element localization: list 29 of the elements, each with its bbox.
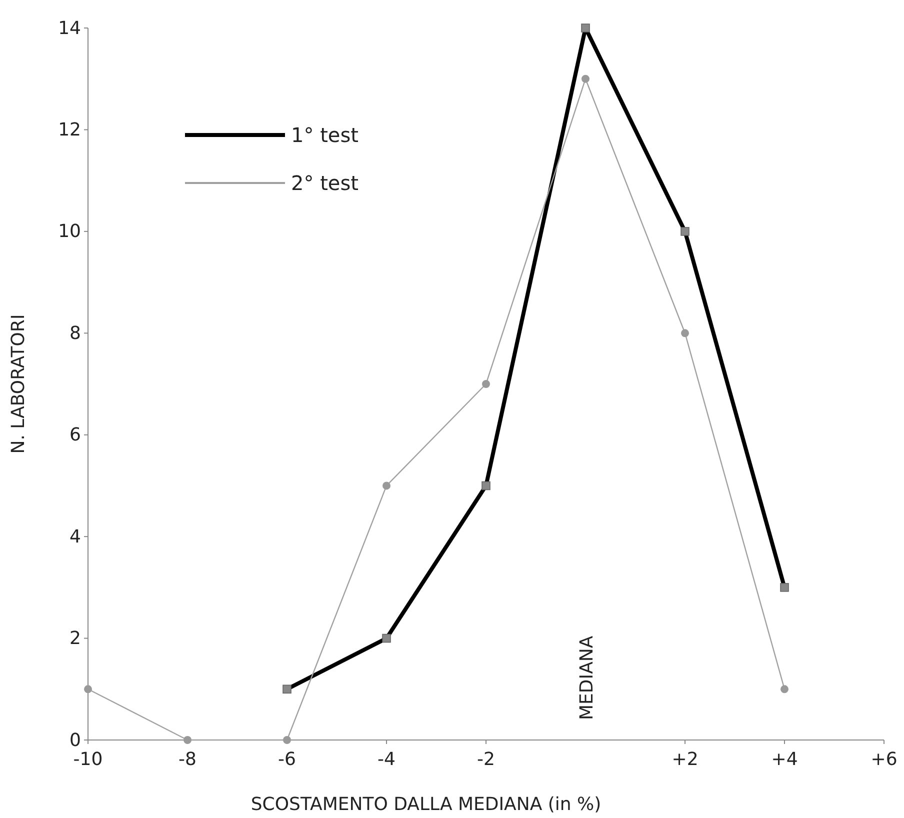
point bbox=[482, 380, 490, 388]
y-tick-label: 4 bbox=[70, 526, 81, 548]
point bbox=[780, 685, 788, 694]
y-tick-label: 12 bbox=[58, 119, 81, 140]
y-tick-label: 10 bbox=[58, 221, 81, 242]
x-tick-label: +6 bbox=[870, 749, 898, 770]
y-tick-label: 8 bbox=[70, 322, 81, 344]
x-tick-label: +2 bbox=[672, 749, 698, 770]
point bbox=[681, 329, 689, 338]
point bbox=[582, 74, 590, 83]
point bbox=[382, 482, 390, 490]
x-tick-label: -6 bbox=[278, 749, 296, 770]
y-tick-label: 2 bbox=[70, 628, 81, 650]
legend-label: 1° test bbox=[291, 123, 359, 147]
x-tick-label: -8 bbox=[178, 749, 196, 770]
point bbox=[184, 736, 192, 744]
annotation: MEDIANA bbox=[576, 635, 598, 720]
x-axis-title: SCOSTAMENTO DALLA MEDIANA (in %) bbox=[250, 794, 602, 815]
x-tick-label: +4 bbox=[771, 749, 798, 770]
x-tick-label: -2 bbox=[477, 749, 495, 770]
x-tick-label: -4 bbox=[378, 749, 396, 770]
legend-label: 2° test bbox=[291, 171, 359, 195]
point bbox=[84, 685, 92, 694]
y-tick-label: 14 bbox=[58, 18, 81, 39]
y-tick-label: 0 bbox=[70, 730, 81, 751]
y-tick-label: 6 bbox=[70, 424, 81, 446]
x-tick-label: -10 bbox=[73, 749, 103, 770]
point bbox=[283, 736, 291, 744]
y-axis-title: N. LABORATORI bbox=[8, 314, 29, 454]
